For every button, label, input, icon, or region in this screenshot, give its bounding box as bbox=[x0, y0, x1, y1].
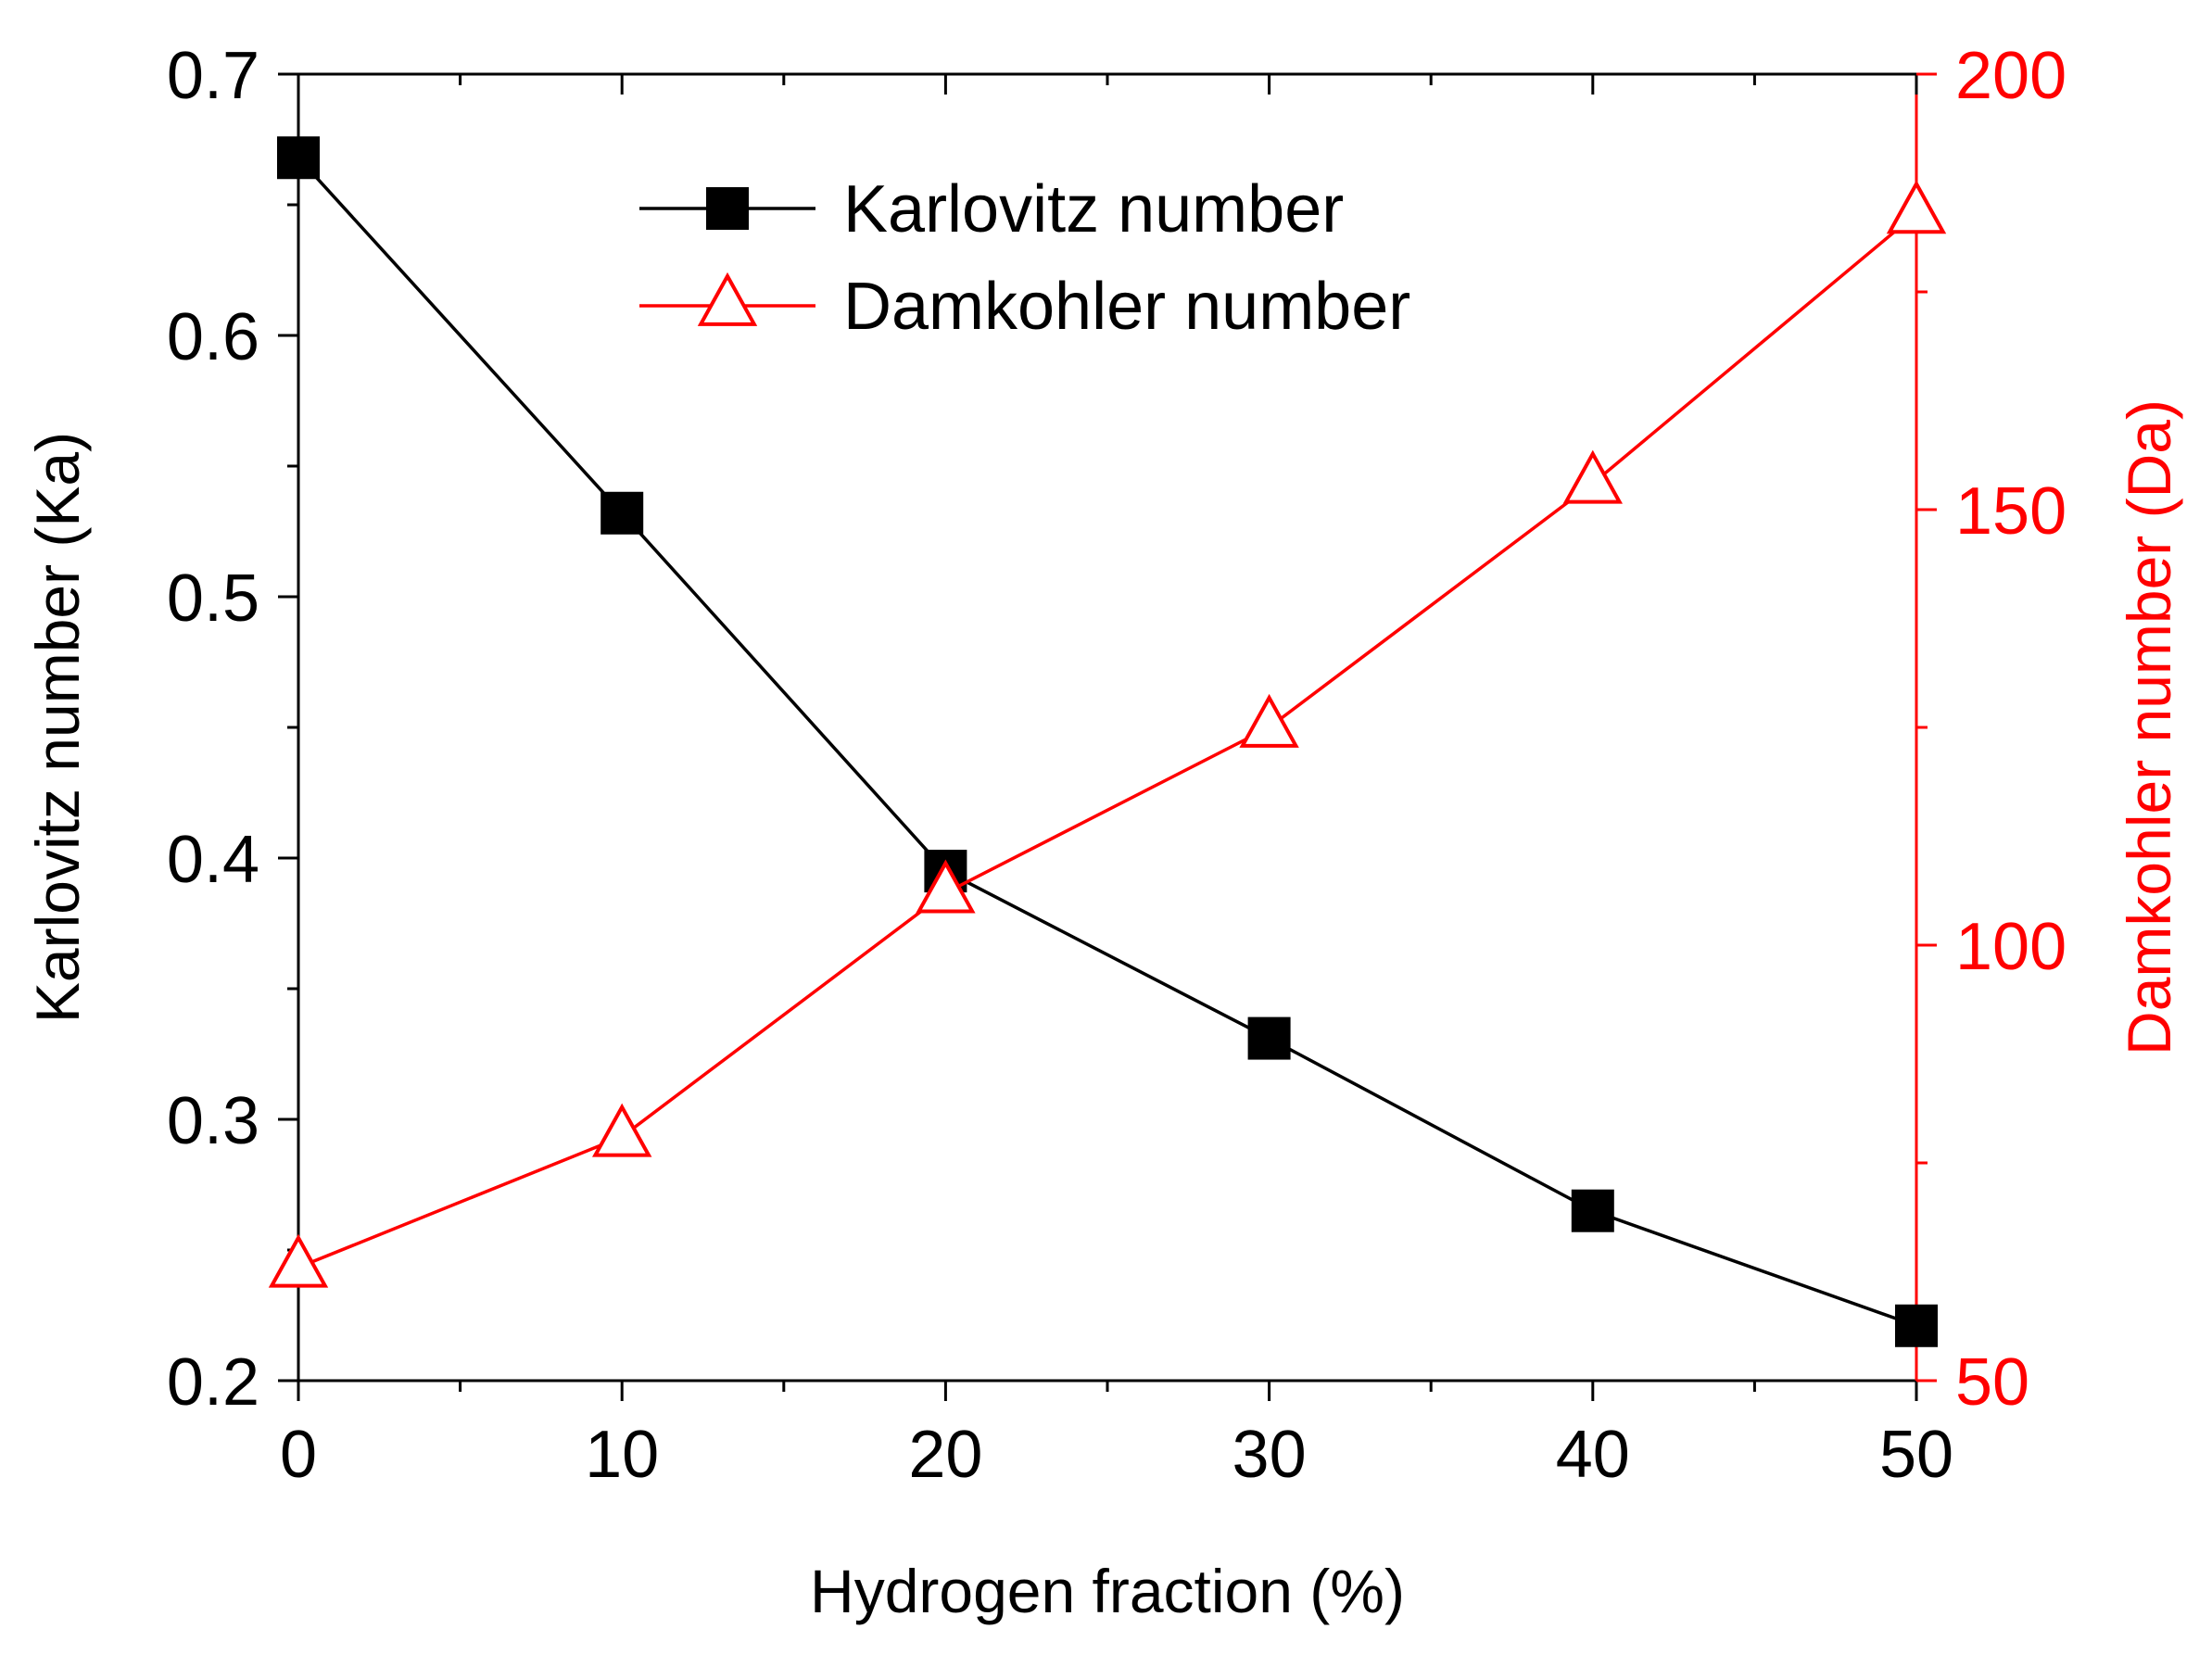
right-y-tick-label: 50 bbox=[1955, 1345, 2029, 1420]
right-y-axis-title: Damkohler number (Da) bbox=[2115, 399, 2183, 1055]
data-point bbox=[1239, 693, 1299, 748]
right-y-tick-label: 150 bbox=[1955, 474, 2067, 549]
data-point bbox=[1886, 180, 1947, 234]
left-y-tick-label: 0.6 bbox=[167, 300, 259, 374]
left-y-tick-label: 0.4 bbox=[167, 823, 259, 897]
x-axis: 0 10 20 30 40 50 bbox=[280, 74, 1953, 1492]
series-layer bbox=[268, 136, 1947, 1347]
x-tick-label: 10 bbox=[585, 1418, 659, 1492]
right-y-tick-label: 100 bbox=[1955, 910, 2067, 984]
legend-label: Karlovitz number bbox=[843, 172, 1344, 246]
x-tick-label: 50 bbox=[1879, 1418, 1953, 1492]
data-point bbox=[592, 1103, 652, 1157]
legend-triangle-marker bbox=[697, 271, 758, 326]
left-y-tick-label: 0.3 bbox=[167, 1084, 259, 1158]
left-y-tick-label: 0.2 bbox=[167, 1345, 259, 1420]
data-point bbox=[268, 1233, 329, 1288]
x-tick-label: 20 bbox=[908, 1418, 982, 1492]
data-point bbox=[1895, 1304, 1938, 1347]
data-point bbox=[600, 491, 644, 535]
data-point bbox=[1571, 1189, 1614, 1232]
legend: Karlovitz number Damkohler number bbox=[639, 172, 1410, 344]
x-axis-title: Hydrogen fraction (%) bbox=[810, 1557, 1405, 1625]
series-karlovitz bbox=[277, 136, 1938, 1347]
data-point bbox=[277, 136, 320, 180]
right-y-tick-label: 200 bbox=[1955, 39, 2067, 113]
series-line bbox=[297, 157, 1917, 1328]
x-tick-label: 40 bbox=[1556, 1418, 1630, 1492]
x-tick-label: 0 bbox=[280, 1418, 317, 1492]
legend-square-marker bbox=[706, 187, 749, 230]
left-y-axis-title: Karlovitz number (Ka) bbox=[23, 432, 92, 1023]
data-point bbox=[1562, 449, 1623, 504]
right-y-axis: 50 100 150 200 bbox=[1916, 39, 2067, 1420]
legend-item: Karlovitz number bbox=[639, 172, 1344, 246]
data-point bbox=[1247, 1016, 1291, 1060]
left-y-tick-label: 0.7 bbox=[167, 39, 259, 113]
x-tick-label: 30 bbox=[1232, 1418, 1307, 1492]
data-point bbox=[916, 859, 976, 914]
legend-item: Damkohler number bbox=[639, 270, 1410, 344]
left-y-tick-label: 0.5 bbox=[167, 562, 259, 636]
legend-label: Damkohler number bbox=[843, 270, 1410, 344]
series-line bbox=[297, 212, 1918, 1269]
series-damkohler bbox=[268, 180, 1947, 1288]
left-y-axis: 0.2 0.3 0.4 0.5 0.6 0.7 bbox=[167, 39, 298, 1420]
